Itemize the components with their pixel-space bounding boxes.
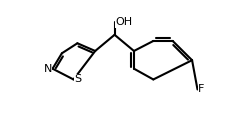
Text: F: F (198, 84, 205, 95)
Text: S: S (74, 75, 82, 84)
Text: N: N (43, 64, 52, 74)
Text: OH: OH (115, 18, 132, 27)
